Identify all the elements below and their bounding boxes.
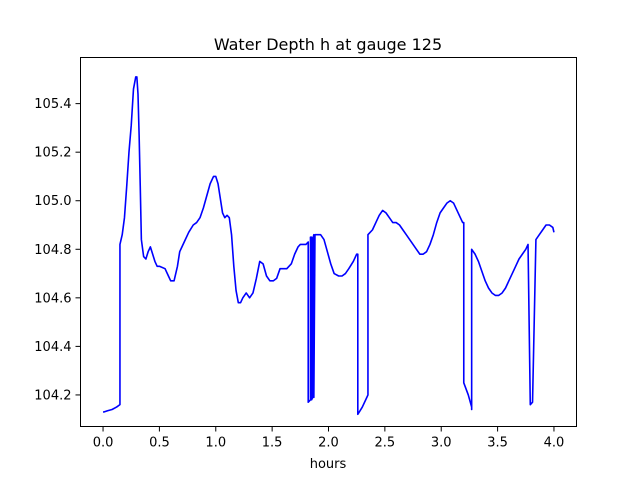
chart-title: Water Depth h at gauge 125 xyxy=(214,35,442,54)
x-tick-label: 2.0 xyxy=(318,436,339,451)
plot-area xyxy=(103,76,555,416)
y-tick-label: 105.0 xyxy=(34,194,71,209)
y-tick-label: 105.2 xyxy=(34,146,71,161)
series-line xyxy=(103,76,555,416)
y-tick-label: 104.2 xyxy=(34,388,71,403)
y-axis-ticks: 104.2 104.4 104.6 104.8 105.0 105.2 105.4 xyxy=(34,97,81,403)
x-tick-label: 1.5 xyxy=(262,436,283,451)
x-axis-label: hours xyxy=(310,457,347,472)
x-tick-label: 3.0 xyxy=(431,436,452,451)
x-tick-label: 0.5 xyxy=(149,436,170,451)
x-tick-label: 1.0 xyxy=(205,436,226,451)
y-tick-label: 104.8 xyxy=(34,243,71,258)
x-tick-label: 4.0 xyxy=(544,436,565,451)
y-tick-label: 104.6 xyxy=(34,291,71,306)
axes-frame xyxy=(80,57,577,427)
x-tick-label: 0.0 xyxy=(93,436,114,451)
y-tick-label: 104.4 xyxy=(34,340,71,355)
y-tick-label: 105.4 xyxy=(34,97,71,112)
x-axis-ticks: 0.0 0.5 1.0 1.5 2.0 2.5 3.0 3.5 4.0 xyxy=(93,426,565,451)
x-tick-label: 2.5 xyxy=(375,436,396,451)
x-tick-label: 3.5 xyxy=(487,436,508,451)
